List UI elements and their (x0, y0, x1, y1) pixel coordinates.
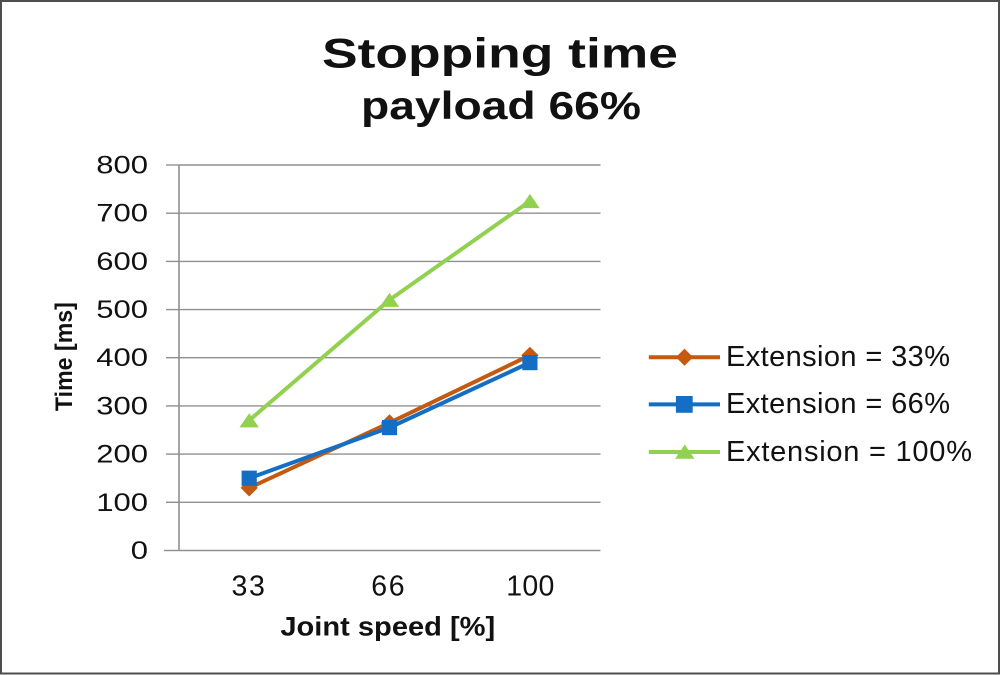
svg-text:Stopping time: Stopping time (322, 30, 678, 77)
svg-text:500: 500 (96, 296, 148, 324)
svg-text:0: 0 (131, 537, 148, 565)
svg-text:Extension = 33%: Extension = 33% (726, 341, 950, 373)
svg-text:400: 400 (96, 344, 148, 372)
svg-text:Time [ms]: Time [ms] (51, 302, 78, 411)
svg-text:66: 66 (371, 571, 404, 603)
svg-text:200: 200 (96, 440, 148, 468)
svg-text:100: 100 (506, 571, 554, 603)
svg-text:800: 800 (96, 151, 148, 179)
svg-text:33: 33 (232, 571, 265, 603)
svg-text:Extension = 100%: Extension = 100% (726, 436, 972, 468)
svg-text:100: 100 (96, 489, 148, 517)
svg-text:Extension = 66%: Extension = 66% (726, 388, 950, 420)
svg-text:700: 700 (96, 200, 148, 228)
svg-text:600: 600 (96, 248, 148, 276)
svg-text:300: 300 (96, 392, 148, 420)
svg-text:payload 66%: payload 66% (361, 85, 641, 128)
svg-text:Joint speed [%]: Joint speed [%] (280, 612, 495, 642)
